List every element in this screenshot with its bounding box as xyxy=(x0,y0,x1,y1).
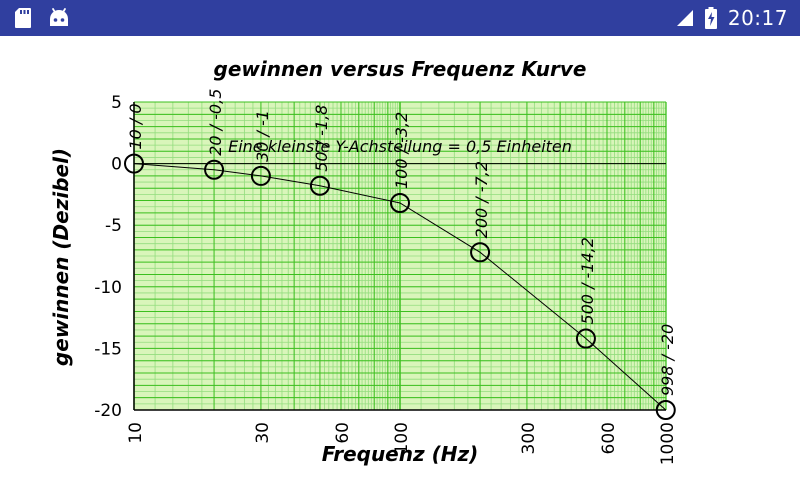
data-point xyxy=(250,165,271,186)
series-line-layer xyxy=(133,163,667,411)
x-tick-label: 300 xyxy=(519,422,539,454)
data-point xyxy=(124,153,144,174)
x-tick-label: 60 xyxy=(333,422,353,444)
data-point xyxy=(575,328,596,349)
y-tick-label: 0 xyxy=(111,155,122,175)
chart-container: 10 / 0 20 / -0,5 30 / -1 50 / -1,8 100 / -3,… xyxy=(0,36,800,480)
data-label: 20 / -0,5 xyxy=(206,89,225,156)
data-point xyxy=(390,193,410,214)
status-right-icons: 20:17 xyxy=(676,0,788,36)
sd-card-icon xyxy=(15,8,31,28)
data-point xyxy=(470,242,491,263)
y-tick-label: -20 xyxy=(94,401,122,421)
data-point xyxy=(655,400,676,420)
data-label: 30 / -1 xyxy=(253,110,272,162)
data-label: 500 / -14,2 xyxy=(578,237,597,325)
x-axis-label: Frequenz (Hz) xyxy=(322,442,479,466)
status-time: 20:17 xyxy=(727,6,788,30)
x-tick-label: 600 xyxy=(599,422,619,454)
status-left-icons xyxy=(14,6,70,30)
y-axis-label: gewinnen (Dezibel) xyxy=(49,148,73,366)
battery-charging-icon xyxy=(704,7,717,29)
data-label: 10 / 0 xyxy=(126,103,145,149)
frequency-response-chart: 10 / 0 20 / -0,5 30 / -1 50 / -1,8 100 / -3,… xyxy=(49,57,678,466)
series-line xyxy=(133,163,667,411)
signal-icon xyxy=(676,10,693,26)
chart-title: gewinnen versus Frequenz Kurve xyxy=(214,57,587,81)
y-tick-label: -10 xyxy=(94,278,122,298)
status-bar: 20:17 xyxy=(0,0,800,36)
data-labels: 10 / 0 20 / -0,5 30 / -1 50 / -1,8 100 / -3,… xyxy=(126,89,677,396)
data-label: 50 / -1,8 xyxy=(312,105,331,172)
x-tick-label: 30 xyxy=(253,422,273,444)
chart-annotation: Eine kleinste Y-Achsteilung = 0,5 Einhei… xyxy=(228,137,572,156)
y-tick-label: -5 xyxy=(105,216,122,236)
data-label: 200 / -7,2 xyxy=(472,161,491,238)
data-label: 998 / -20 xyxy=(658,324,677,396)
y-tick-label: 5 xyxy=(111,93,122,113)
data-point xyxy=(309,175,330,196)
data-label: 100 / -3,2 xyxy=(392,112,411,189)
android-icon xyxy=(50,8,68,26)
data-points xyxy=(124,153,676,420)
y-tick-label: -15 xyxy=(94,339,122,359)
x-tick-label: 1000 xyxy=(658,422,678,465)
axes xyxy=(133,102,666,411)
data-point xyxy=(204,159,225,180)
x-tick-label: 10 xyxy=(126,422,146,444)
x-tick-label: 100 xyxy=(392,422,412,454)
